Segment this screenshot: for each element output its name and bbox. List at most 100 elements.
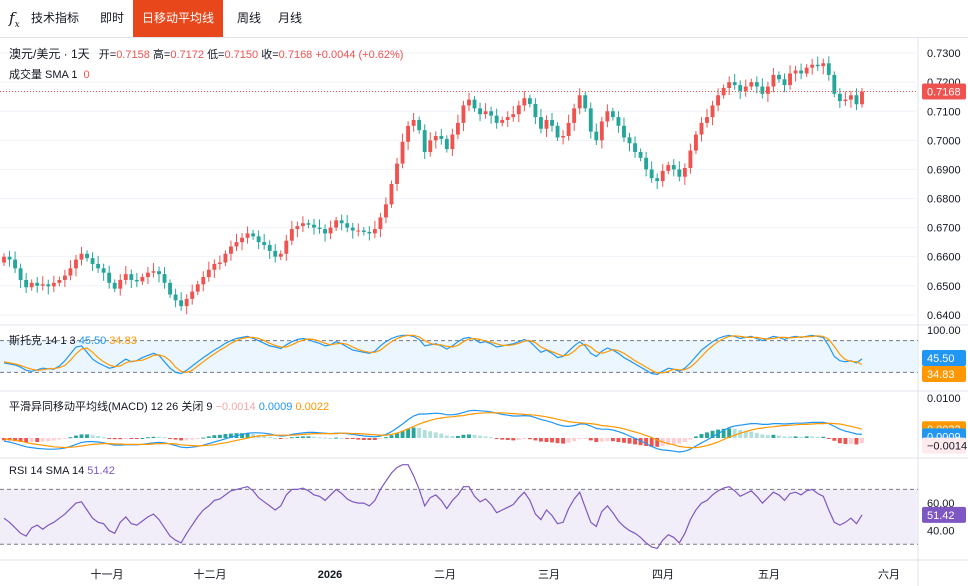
macd-histogram-bar (289, 437, 294, 439)
low-value: 0.7150 (224, 49, 259, 61)
candle-body (389, 183, 394, 205)
macd-histogram-bar (837, 438, 842, 444)
macd-histogram-bar (184, 438, 189, 441)
macd-histogram-bar (79, 434, 84, 438)
last-price-tag (922, 83, 966, 100)
macd-histogram-bar (826, 438, 831, 439)
candle-body (754, 82, 759, 87)
candle-body (832, 74, 837, 94)
candle-body (433, 135, 438, 141)
rsi-band (0, 489, 918, 545)
macd-histogram-bar (295, 436, 300, 438)
macd-histogram-bar (29, 438, 34, 442)
stoch-tick-label: 100.00 (927, 325, 961, 337)
candle-body (577, 95, 582, 109)
macd-histogram-bar (129, 438, 134, 439)
price-tick-label: 0.7300 (927, 48, 961, 60)
candle-body (62, 275, 67, 280)
tab-monthly[interactable]: 月线 (278, 11, 303, 25)
macd-histogram-bar (328, 438, 333, 439)
rsi-axis-tag (922, 506, 966, 523)
candle-body (51, 282, 56, 287)
rsi-legend: RSI 14 SMA 14 51.42 (9, 465, 115, 477)
price-tick-label: 0.6400 (927, 310, 961, 322)
candle-body (793, 70, 798, 74)
candle-body (478, 108, 482, 115)
candle-body (190, 291, 195, 299)
macd-histogram-bar (754, 432, 759, 438)
candle-body (788, 73, 792, 86)
candle-body (256, 236, 261, 243)
candle-body (361, 230, 366, 232)
candle-body (262, 242, 267, 246)
candle-body (622, 125, 626, 138)
macd-histogram-bar (201, 437, 206, 439)
candle-body (367, 231, 372, 234)
stoch-band (0, 340, 918, 373)
time-tick-label: 六月 (878, 568, 900, 581)
candle-body (599, 121, 604, 141)
tab-weekly[interactable]: 周线 (237, 11, 262, 25)
candle-body (533, 103, 538, 118)
macd-histogram-bar (516, 438, 521, 440)
candle-body (129, 274, 134, 280)
candle-body (782, 79, 787, 86)
candle-body (644, 157, 649, 170)
candle-body (848, 95, 853, 100)
macd-histogram-bar (173, 438, 178, 440)
macd-hist-value: −0.0014 (215, 401, 256, 413)
candle-body (24, 279, 29, 288)
stoch-k-axis-tag (922, 350, 966, 366)
macd-histogram-bar (765, 435, 770, 438)
macd-histogram-bar (577, 438, 582, 440)
macd-histogram-bar (511, 438, 516, 441)
macd-histogram-bar (96, 436, 101, 438)
volume-label: 成交量 SMA 1 (9, 69, 78, 81)
macd-histogram-bar (572, 438, 577, 442)
last-price-label: 0.7168 (927, 86, 961, 98)
candle-body (765, 86, 770, 94)
candle-body (46, 284, 51, 287)
macd-histogram-bar (583, 438, 588, 439)
candle-body (671, 165, 676, 170)
macd-histogram-bar (18, 438, 23, 442)
macd-histogram-bar (123, 438, 128, 439)
symbol-label: 澳元/美元 · 1天 (9, 47, 90, 61)
candle-body (655, 178, 660, 182)
time-tick-label: 四月 (652, 569, 674, 581)
price-tick-label: 0.6900 (927, 164, 961, 176)
tab-daily[interactable]: 日移动平均线 (133, 0, 224, 37)
macd-histogram-bar (671, 438, 676, 445)
macd-histogram-bar (317, 437, 322, 439)
macd-histogram-bar (622, 438, 626, 443)
volume-value: 0 (83, 69, 90, 81)
macd-histogram-bar (810, 436, 815, 438)
candle-body (450, 134, 455, 150)
indicators-button[interactable]: 技术指标 (31, 11, 80, 25)
candle-body (489, 111, 494, 116)
candle-body (223, 253, 228, 263)
candle-body (112, 282, 117, 289)
candle-body (810, 64, 815, 68)
candle-body (40, 284, 45, 286)
candle-body (240, 237, 244, 243)
candle-body (688, 150, 693, 168)
macd-histogram-bar (815, 436, 820, 438)
candle-body (627, 137, 632, 144)
price-legend: 澳元/美元 · 1天 开=0.7158 高=0.7172 低=0.7150 收=… (9, 45, 403, 62)
macd-histogram-bar (240, 433, 244, 438)
macd-histogram-bar (378, 438, 383, 439)
macd-histogram-bar (788, 436, 792, 438)
time-tick-label: 二月 (434, 569, 456, 581)
candle-body (638, 151, 643, 158)
function-icon[interactable]: fx (9, 9, 20, 30)
candle-body (328, 227, 333, 234)
candle-body (85, 253, 89, 259)
tab-instant[interactable]: 即时 (100, 11, 125, 25)
macd-histogram-bar (190, 438, 195, 440)
candle-body (428, 140, 433, 152)
candle-body (339, 220, 344, 224)
macd-histogram-bar (455, 436, 460, 438)
candle-body (749, 82, 754, 87)
